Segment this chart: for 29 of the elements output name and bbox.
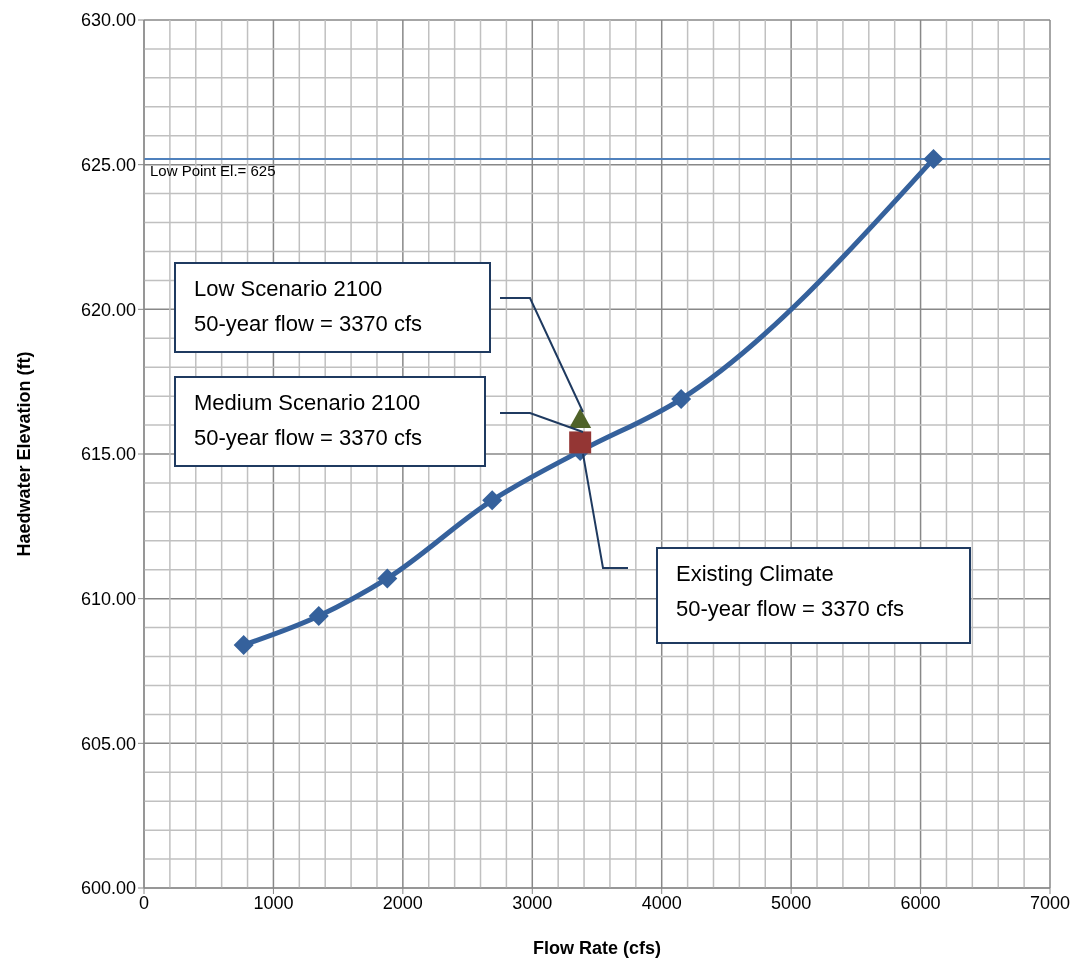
- x-tick-label: 4000: [641, 892, 682, 913]
- y-axis-title: Haedwater Elevation (ft): [14, 351, 35, 557]
- x-tick-label: 7000: [1029, 892, 1071, 913]
- annotation: Existing Climate 50-year flow = 3370 cfs: [676, 561, 905, 621]
- point: [233, 634, 254, 655]
- y-tick-label: 620.00: [80, 299, 136, 320]
- point: [569, 408, 592, 429]
- y-tick-label: 615.00: [80, 444, 136, 465]
- y-tick-label: 625.00: [80, 155, 136, 176]
- x-tick-label: 5000: [771, 892, 812, 913]
- point: [923, 148, 944, 169]
- x-tick-label: 6000: [900, 892, 941, 913]
- y-tick-label: 610.00: [80, 589, 136, 610]
- x-axis-title: Flow Rate (cfs): [532, 938, 662, 958]
- point: [569, 431, 592, 454]
- x-tick-label: 3000: [512, 892, 553, 913]
- ref-line-label: Low Point El.= 625: [150, 161, 276, 179]
- y-tick-label: 630.00: [80, 10, 136, 31]
- point: [308, 606, 329, 627]
- annotation: Low Scenario 2100 50-year flow = 3370 cfs: [194, 276, 423, 336]
- point: [671, 389, 692, 410]
- point: [482, 490, 503, 511]
- x-tick-label: 1000: [253, 892, 294, 913]
- y-tick-label: 600.00: [80, 878, 136, 899]
- x-tick-label: 0: [138, 892, 150, 913]
- x-tick-label: 2000: [382, 892, 423, 913]
- annotation: Medium Scenario 2100 50-year flow = 3370 cfs: [194, 390, 423, 450]
- y-tick-label: 605.00: [80, 733, 136, 754]
- point: [377, 568, 398, 589]
